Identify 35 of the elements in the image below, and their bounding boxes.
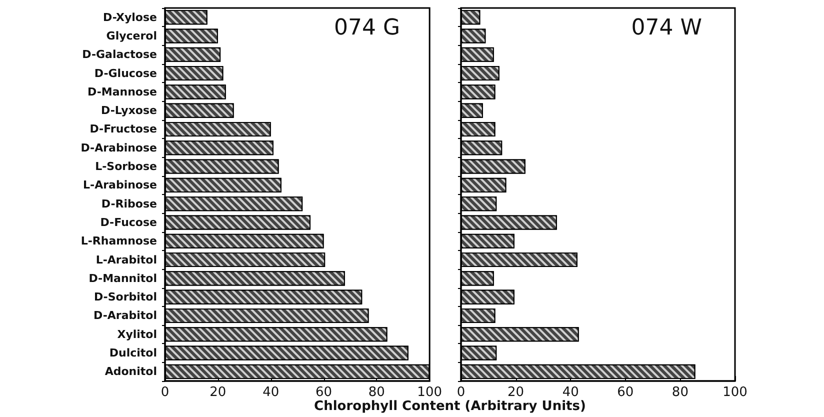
y-tick-label: Glycerol xyxy=(106,29,157,42)
y-tick-label: D-Arabinose xyxy=(80,141,157,154)
x-tick-label: 40 xyxy=(262,385,280,400)
y-tick-label: D-Ribose xyxy=(101,197,157,210)
y-tick-label: D-Arabitol xyxy=(94,309,157,322)
x-tick-label: 100 xyxy=(417,385,442,400)
y-tick-label: D-Fucose xyxy=(100,216,157,229)
x-axis-title: Chlorophyll Content (Arbitrary Units) xyxy=(313,399,587,415)
x-tick-label: 20 xyxy=(508,385,524,400)
chart-title: 074 W xyxy=(631,16,702,40)
y-tick-label: D-Xylose xyxy=(103,10,157,24)
y-tick-label: L-Rhamnose xyxy=(80,234,157,248)
y-tick-label: D-Fructose xyxy=(90,122,157,136)
y-tick-label: D-Glucose xyxy=(94,66,157,80)
y-tick-label: L-Sorbose xyxy=(95,160,157,174)
y-tick-label: D-Sorbitol xyxy=(94,290,157,304)
x-tick-label: 80 xyxy=(672,385,688,400)
y-tick-label: Xylitol xyxy=(117,328,157,341)
x-tick-label: 100 xyxy=(722,385,748,400)
y-tick-label: D-Galactose xyxy=(82,48,157,62)
y-tick-label: D-Lyxose xyxy=(101,104,157,118)
x-tick-label: 0 xyxy=(456,385,466,400)
y-tick-label: D-Mannose xyxy=(88,85,157,98)
x-tick-label: 60 xyxy=(617,385,634,400)
x-tick-label: 80 xyxy=(368,385,385,400)
x-tick-label: 40 xyxy=(562,385,579,400)
y-tick-label: Dulcitol xyxy=(109,346,157,360)
y-tick-label: D-Mannitol xyxy=(88,272,157,285)
x-tick-label: 20 xyxy=(210,385,226,400)
y-tick-label: L-Arabitol xyxy=(96,253,157,266)
chart-title: 074 G xyxy=(334,16,400,40)
x-tick-label: 60 xyxy=(315,385,332,400)
y-tick-label: L-Arabinose xyxy=(83,178,157,192)
y-tick-label: Adonitol xyxy=(104,365,157,378)
x-tick-label: 0 xyxy=(160,385,170,400)
